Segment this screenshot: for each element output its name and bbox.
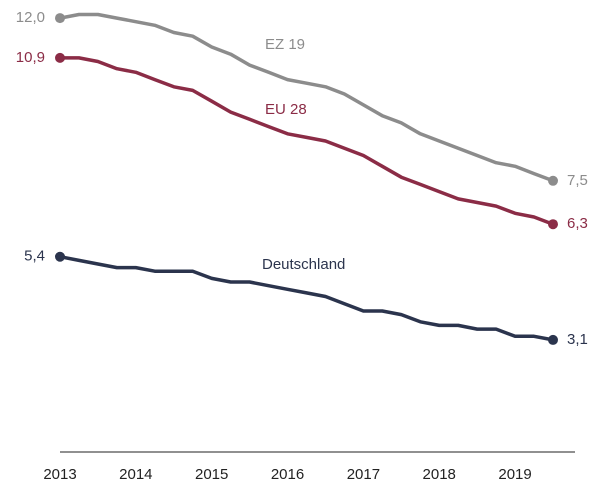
end-point [55, 13, 65, 24]
value-label: 6,3 [567, 215, 588, 232]
end-point [55, 52, 65, 63]
series-line [59, 254, 554, 342]
x-tick-label: 2018 [423, 466, 456, 483]
x-tick-label: 2017 [347, 466, 380, 483]
value-label: 12,0 [16, 9, 45, 26]
value-label: 3,1 [567, 331, 588, 348]
series-label: EU 28 [265, 101, 307, 118]
series-line [60, 56, 554, 226]
value-label: 10,9 [16, 49, 45, 66]
series-line [59, 12, 554, 183]
series-label: Deutschland [262, 256, 345, 273]
x-tick-label: 2019 [498, 466, 531, 483]
x-tick-label: 2015 [195, 466, 228, 483]
x-tick-label: 2014 [119, 466, 152, 483]
x-tick-label: 2013 [43, 466, 76, 483]
value-label: 7,5 [567, 172, 588, 189]
end-point [55, 251, 65, 262]
x-tick-label: 2016 [271, 466, 304, 483]
value-label: 5,4 [24, 248, 45, 265]
end-point [548, 334, 558, 345]
end-point [548, 175, 558, 186]
end-point [548, 219, 558, 230]
series-label: EZ 19 [265, 36, 305, 53]
